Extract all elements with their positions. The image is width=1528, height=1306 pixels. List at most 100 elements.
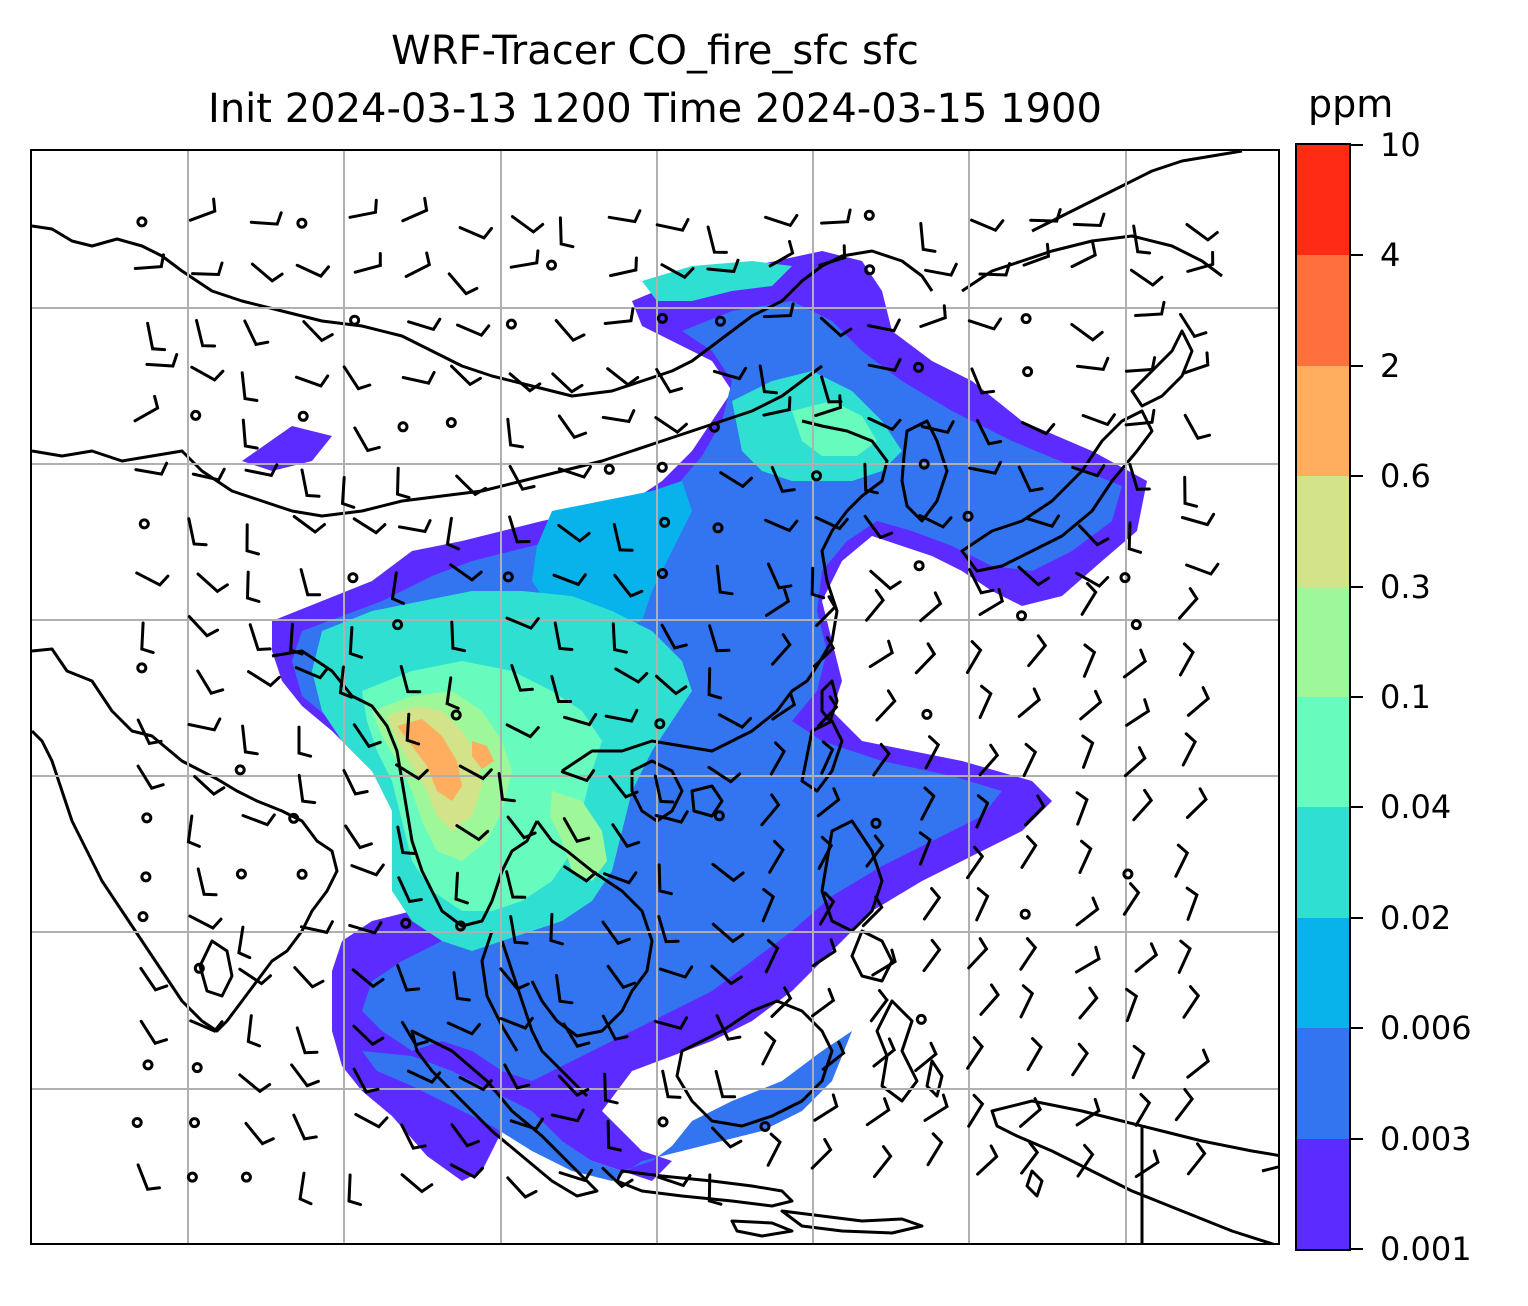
- wind-barb: [769, 741, 786, 776]
- wind-barb: [241, 813, 276, 827]
- wind-barb: [1180, 512, 1216, 527]
- colorbar-segment: [1297, 1027, 1349, 1139]
- wind-barb: [604, 708, 639, 723]
- wind-barb: [300, 468, 321, 498]
- wind-barb: [1186, 1048, 1211, 1079]
- wind-barb: [821, 1040, 846, 1071]
- wind-barb: [400, 1123, 427, 1150]
- calm-wind-marker: [505, 318, 517, 330]
- wind-barb: [1081, 413, 1116, 427]
- wind-barb: [1186, 250, 1215, 273]
- calm-wind-marker: [713, 810, 725, 822]
- wind-barb: [135, 571, 170, 587]
- wind-barb: [353, 252, 382, 274]
- colorbar-segment: [1297, 365, 1349, 477]
- wind-barb: [400, 1020, 429, 1047]
- wind-barb: [558, 1168, 593, 1183]
- wind-barb: [863, 514, 894, 540]
- wind-barb: [136, 764, 165, 790]
- colorbar-segment: [1297, 475, 1349, 587]
- wind-barb: [918, 514, 953, 529]
- wind-barb: [1182, 985, 1201, 1019]
- wind-barb: [766, 1132, 782, 1167]
- wind-barb: [865, 834, 885, 868]
- wind-barb: [560, 769, 596, 783]
- wind-barb: [352, 1067, 380, 1094]
- wind-barb: [133, 253, 165, 270]
- wind-barb: [976, 1144, 999, 1176]
- wind-barb: [1081, 734, 1095, 769]
- wind-barb: [655, 368, 684, 394]
- wind-barb: [818, 244, 847, 267]
- calm-wind-marker: [1020, 313, 1032, 325]
- wind-barb: [1021, 421, 1056, 436]
- wind-barb: [771, 633, 792, 666]
- wind-barb: [1029, 208, 1062, 223]
- wind-barb: [979, 983, 1000, 1016]
- wind-barb: [920, 786, 936, 821]
- wind-barb: [813, 1093, 839, 1122]
- wind-barb: [1078, 839, 1093, 874]
- wind-barb: [554, 319, 586, 343]
- colorbar-tick-label: 0.001: [1380, 1230, 1472, 1268]
- wind-barb: [968, 460, 1002, 475]
- colorbar-tick-label: 0.006: [1380, 1009, 1472, 1048]
- wind-barb: [975, 419, 1003, 446]
- wind-barb: [191, 467, 226, 482]
- wind-barb: [814, 516, 849, 531]
- wind-barb: [761, 888, 776, 923]
- wind-barb: [710, 964, 743, 986]
- wind-barb: [241, 418, 259, 450]
- wind-barb: [344, 824, 373, 850]
- wind-barb: [455, 474, 488, 497]
- wind-barb: [820, 740, 835, 775]
- wind-barb: [819, 316, 853, 338]
- wind-barb: [499, 1016, 534, 1030]
- calm-wind-marker: [603, 463, 615, 475]
- wind-barb: [1022, 242, 1051, 267]
- calm-wind-marker: [864, 264, 876, 276]
- calm-wind-marker: [657, 568, 668, 579]
- wind-barb: [660, 263, 695, 280]
- wind-barb: [811, 938, 837, 968]
- colorbar-tick: [1351, 696, 1363, 698]
- colorbar-segment: [1297, 144, 1349, 256]
- wind-barb: [1075, 945, 1101, 974]
- wind-barb: [760, 793, 781, 827]
- wind-barb: [1177, 939, 1192, 974]
- wind-barb: [818, 891, 836, 926]
- wind-barb: [557, 465, 592, 479]
- wind-barb: [706, 225, 728, 254]
- wind-barb: [657, 1174, 692, 1188]
- wind-barb: [764, 518, 799, 533]
- wind-barb: [139, 966, 169, 992]
- wind-barb: [1019, 984, 1035, 1019]
- wind-barb: [1075, 791, 1089, 826]
- wind-barb: [506, 1176, 538, 1199]
- wind-barb: [146, 321, 167, 352]
- colorbar-tick: [1351, 1027, 1363, 1030]
- wind-barb: [1080, 582, 1098, 616]
- wind-barb: [348, 198, 378, 219]
- concentration-contour: [642, 261, 792, 301]
- wind-barb: [601, 920, 631, 946]
- wind-barb: [762, 396, 792, 417]
- wind-barb: [350, 863, 385, 877]
- calm-wind-marker: [140, 871, 152, 883]
- wind-barb: [550, 1108, 585, 1123]
- wind-barb: [611, 823, 641, 849]
- coastlines: [32, 151, 1278, 1243]
- wind-barb: [611, 622, 628, 654]
- wind-barb: [293, 966, 325, 989]
- wind-barb: [919, 222, 937, 253]
- wind-barb: [549, 912, 564, 946]
- calm-wind-marker: [546, 259, 557, 271]
- colorbar-segment: [1297, 254, 1349, 366]
- wind-barb: [654, 1016, 689, 1030]
- wind-barb: [967, 1093, 985, 1128]
- calm-wind-marker: [296, 868, 308, 880]
- wind-barb: [238, 1073, 272, 1094]
- calm-wind-marker: [913, 361, 924, 373]
- wind-barb: [1124, 356, 1157, 373]
- calm-wind-marker: [445, 417, 457, 429]
